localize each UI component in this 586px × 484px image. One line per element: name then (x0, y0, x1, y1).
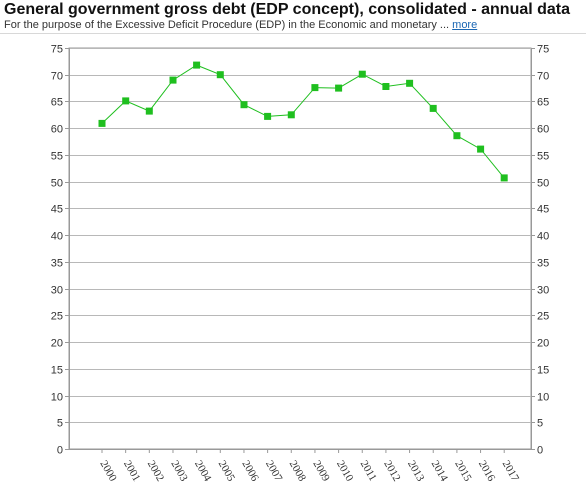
data-point-2006 (240, 101, 248, 109)
data-point-2013 (406, 79, 414, 87)
y-tick-label-left: 55 (51, 151, 63, 163)
x-tick-label: 2012 (381, 459, 402, 484)
y-tick-label-right: 65 (537, 97, 549, 109)
y-tick-label-left: 15 (51, 365, 63, 377)
y-tick-label-right: 25 (537, 311, 549, 323)
data-point-2003 (169, 76, 177, 84)
x-tick-label: 2004 (192, 459, 214, 484)
y-tick-label-left: 20 (51, 338, 63, 350)
data-point-2011 (358, 70, 366, 78)
x-tick-label: 2014 (429, 459, 451, 484)
x-tick-label: 2000 (97, 459, 119, 484)
subtitle-text: For the purpose of the Excessive Deficit… (4, 19, 450, 31)
y-tick-label-left: 60 (51, 124, 63, 136)
y-tick-label-right: 40 (537, 231, 549, 243)
y-tick-label-left: 40 (51, 231, 63, 243)
data-point-2007 (264, 112, 272, 120)
y-tick-label-right: 30 (537, 285, 549, 297)
x-tick-label: 2009 (310, 459, 332, 484)
y-tick-label-right: 15 (537, 365, 549, 377)
series-line-0 (101, 64, 505, 179)
data-point-2015 (453, 132, 461, 140)
plot-area (68, 47, 532, 450)
data-point-2012 (382, 83, 390, 90)
more-link[interactable]: more (452, 19, 478, 31)
y-tick-label-right: 10 (537, 392, 549, 404)
data-point-2002 (145, 107, 153, 115)
y-tick-label-right: 70 (537, 71, 549, 83)
y-tick-label-right: 5 (537, 418, 543, 430)
page-title: General government gross debt (EDP conce… (4, 1, 571, 18)
y-tick-label-left: 35 (51, 258, 63, 270)
y-tick-label-left: 45 (51, 204, 63, 216)
y-tick-label-right: 60 (537, 124, 549, 136)
y-tick-label-right: 55 (537, 151, 549, 163)
y-tick-label-right: 0 (537, 445, 543, 457)
x-tick-label: 2010 (334, 459, 356, 484)
x-tick-label: 2017 (500, 459, 522, 484)
y-tick-label-left: 0 (57, 445, 63, 457)
y-tick-label-left: 5 (57, 418, 63, 430)
data-point-2009 (311, 84, 319, 92)
y-tick-label-left: 50 (51, 178, 63, 190)
x-tick-label: 2011 (358, 459, 379, 484)
data-point-2005 (216, 71, 224, 79)
y-tick-label-right: 20 (537, 338, 549, 350)
data-point-2001 (122, 97, 130, 105)
chart-header: General government gross debt (EDP conce… (4, 0, 582, 32)
y-tick-label-right: 50 (537, 178, 549, 190)
x-tick-label: 2008 (287, 459, 309, 484)
x-tick-label: 2015 (452, 459, 474, 484)
y-tick-label-left: 10 (51, 392, 63, 404)
x-tick-label: 2006 (239, 459, 261, 484)
x-tick-label: 2003 (168, 459, 190, 484)
y-tick-label-left: 70 (51, 71, 63, 83)
data-point-2004 (193, 61, 201, 69)
data-point-2016 (477, 145, 485, 153)
y-tick-label-right: 45 (537, 204, 549, 216)
y-tick-label-left: 65 (51, 97, 63, 109)
y-tick-label-right: 75 (537, 44, 549, 56)
y-tick-label-left: 30 (51, 285, 63, 297)
x-tick-label: 2002 (145, 459, 166, 484)
y-tick-label-left: 25 (51, 311, 63, 323)
data-point-2017 (500, 174, 508, 182)
data-point-2000 (98, 119, 106, 127)
x-tick-label: 2001 (121, 459, 142, 484)
header-divider (0, 33, 586, 34)
page-subtitle: For the purpose of the Excessive Deficit… (4, 19, 582, 32)
data-point-2014 (429, 104, 437, 112)
x-tick-label: 2005 (216, 459, 238, 484)
x-tick-label: 2016 (476, 459, 498, 484)
data-point-2008 (287, 111, 295, 119)
x-tick-label: 2013 (405, 459, 427, 484)
data-point-2010 (335, 84, 343, 92)
y-tick-label-left: 75 (51, 44, 63, 56)
y-tick-label-right: 35 (537, 258, 549, 270)
x-tick-label: 2007 (263, 459, 285, 484)
